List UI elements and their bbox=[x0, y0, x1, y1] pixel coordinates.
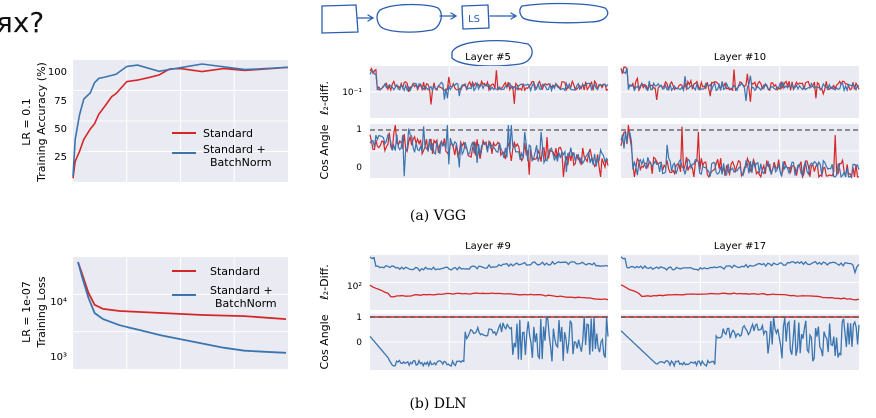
series-line-batchnorm bbox=[620, 67, 860, 101]
series-line-batchnorm bbox=[369, 125, 609, 177]
series-line-batchnorm bbox=[620, 256, 860, 275]
top-partial-text: ях? bbox=[0, 6, 44, 39]
ytick-label: 10³ bbox=[50, 352, 67, 363]
y-axis-label: Training Accuracy (%) bbox=[35, 62, 48, 183]
vgg-accuracy-panel: 100 75 50 25 LR = 0.1 Training Accuracy … bbox=[20, 60, 289, 183]
series-line-standard bbox=[369, 124, 609, 177]
series-line-batchnorm bbox=[369, 315, 609, 368]
panel-title: Layer #10 bbox=[714, 52, 766, 63]
ytick-label: 25 bbox=[54, 152, 67, 163]
y-axis-label: Training Loss bbox=[35, 276, 48, 348]
ytick-label: 0 bbox=[356, 338, 362, 348]
series-line-batchnorm bbox=[620, 131, 860, 179]
series-line-batchnorm bbox=[72, 63, 289, 176]
ytick-label: 1 bbox=[356, 125, 362, 135]
legend: Standard Standard + BatchNorm bbox=[172, 265, 277, 310]
caption-b: (b) DLN bbox=[409, 396, 466, 412]
legend-entry: BatchNorm bbox=[210, 156, 272, 169]
ytick-label: 100 bbox=[48, 67, 67, 78]
legend-entry: Standard bbox=[210, 265, 260, 278]
ytick-label: 1 bbox=[356, 313, 362, 323]
legend-entry: Standard bbox=[203, 127, 253, 140]
ytick-label: 10⁻¹ bbox=[342, 88, 362, 98]
series-line-batchnorm bbox=[77, 261, 287, 354]
ytick-label: 50 bbox=[54, 124, 67, 135]
series-line-standard bbox=[620, 284, 860, 301]
panel-title: Layer #17 bbox=[714, 241, 766, 252]
ytick-label: 10⁴ bbox=[50, 297, 67, 308]
y-axis-label: LR = 1e-07 bbox=[20, 281, 33, 343]
legend: Standard Standard + BatchNorm bbox=[172, 127, 272, 169]
ytick-label: 75 bbox=[54, 96, 67, 107]
panel-title: Layer #5 bbox=[465, 52, 511, 63]
caption-a: (a) VGG bbox=[410, 208, 466, 224]
handwritten-sketch bbox=[321, 2, 609, 67]
series-line-standard bbox=[369, 284, 609, 301]
legend-entry: Standard + bbox=[210, 284, 273, 297]
series-line-standard bbox=[77, 261, 287, 320]
legend-entry: BatchNorm bbox=[215, 297, 277, 310]
y-axis-label: LR = 0.1 bbox=[20, 98, 33, 145]
series-line-standard bbox=[72, 66, 289, 179]
series-line-batchnorm bbox=[620, 317, 860, 368]
y-axis-label: ℓ₂-diff. bbox=[318, 81, 331, 116]
y-axis-label: ℓ₂-Diff. bbox=[318, 264, 331, 301]
ytick-label: 0 bbox=[356, 163, 362, 173]
series-line-batchnorm bbox=[369, 70, 609, 100]
panel-title: Layer #9 bbox=[465, 241, 511, 252]
y-axis-label: Cos Angle bbox=[318, 124, 331, 179]
ytick-label: 10² bbox=[347, 282, 362, 292]
dln-loss-panel: 10⁴ 10³ LR = 1e-07 Training Loss Standar… bbox=[20, 257, 288, 369]
y-axis-label: Cos Angle bbox=[318, 314, 331, 369]
legend-entry: Standard + bbox=[203, 143, 266, 156]
sketch-box-label: LS bbox=[468, 14, 480, 25]
series-line-batchnorm bbox=[369, 256, 609, 272]
